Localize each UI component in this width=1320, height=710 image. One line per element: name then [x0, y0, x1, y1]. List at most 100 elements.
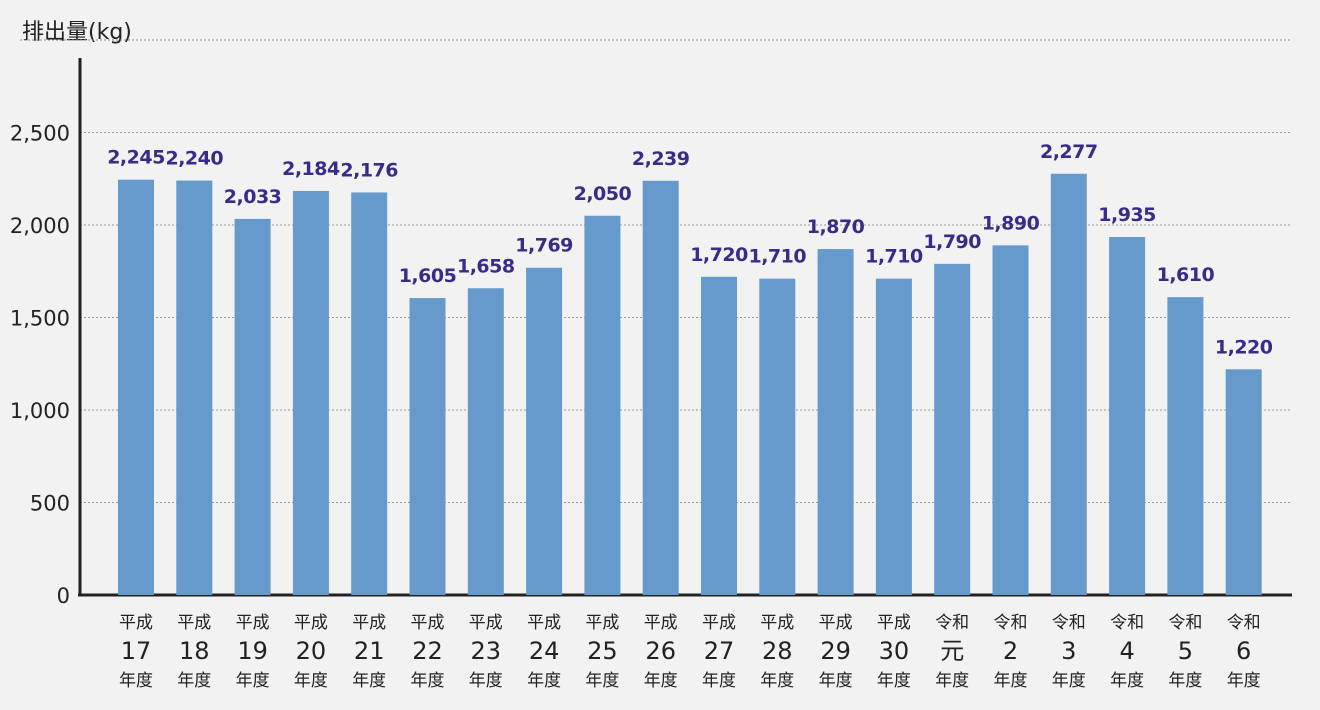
x-tick-label-year: 元	[940, 637, 964, 665]
bar	[701, 276, 737, 595]
bar	[1050, 173, 1087, 595]
x-tick-label-year: 29	[820, 637, 851, 665]
x-tick-label-suffix: 年度	[236, 671, 270, 691]
bar	[584, 215, 621, 595]
x-tick-label-suffix: 年度	[469, 671, 503, 691]
bar	[817, 249, 854, 596]
x-tick-label-year: 22	[412, 637, 443, 665]
x-tick-label-suffix: 年度	[994, 671, 1028, 691]
x-tick-label-year: 30	[879, 637, 910, 665]
x-tick-label-year: 23	[471, 637, 502, 665]
data-label: 2,239	[632, 148, 690, 170]
bar	[759, 278, 796, 595]
bar	[351, 192, 388, 595]
y-tick-label: 1,500	[10, 307, 70, 331]
x-tick-label-era: 平成	[644, 613, 678, 633]
x-tick-label-year: 17	[121, 637, 152, 665]
x-tick-label-era: 平成	[469, 613, 503, 633]
x-tick-label-suffix: 年度	[1227, 671, 1261, 691]
x-tick-label-suffix: 年度	[527, 671, 561, 691]
bar	[1167, 297, 1204, 595]
x-tick-label-year: 18	[179, 637, 210, 665]
x-tick-label-year: 4	[1119, 637, 1134, 665]
x-tick-label-suffix: 年度	[1168, 671, 1202, 691]
x-tick-label-suffix: 年度	[585, 671, 619, 691]
x-tick-label-era: 平成	[760, 613, 794, 633]
x-tick-label-year: 20	[296, 637, 327, 665]
x-tick-label-year: 5	[1178, 637, 1193, 665]
x-tick-label-year: 3	[1061, 637, 1076, 665]
bar	[875, 278, 912, 595]
data-label: 1,710	[865, 246, 923, 268]
x-tick-label-suffix: 年度	[644, 671, 678, 691]
data-label: 2,050	[574, 183, 632, 205]
data-label: 1,769	[515, 235, 573, 257]
bar	[234, 218, 271, 595]
data-label: 2,277	[1040, 141, 1098, 163]
x-tick-label-era: 平成	[352, 613, 386, 633]
x-tick-label-era: 令和	[1052, 613, 1086, 633]
x-tick-label-suffix: 年度	[411, 671, 445, 691]
bar	[176, 180, 213, 595]
x-tick-label-era: 令和	[1227, 613, 1261, 633]
x-tick-label-year: 24	[529, 637, 560, 665]
data-label: 1,658	[457, 255, 515, 277]
x-tick-label-suffix: 年度	[352, 671, 386, 691]
x-tick-label-suffix: 年度	[819, 671, 853, 691]
x-tick-label-era: 平成	[585, 613, 619, 633]
y-tick-label: 2,000	[10, 214, 70, 238]
data-label: 2,245	[107, 147, 165, 169]
x-tick-label-era: 令和	[935, 613, 969, 633]
x-tick-label-suffix: 年度	[877, 671, 911, 691]
x-tick-label-suffix: 年度	[760, 671, 794, 691]
x-tick-label-suffix: 年度	[119, 671, 153, 691]
x-tick-label-era: 平成	[527, 613, 561, 633]
x-tick-label-suffix: 年度	[294, 671, 328, 691]
x-tick-label-era: 平成	[411, 613, 445, 633]
bar	[1109, 237, 1146, 595]
data-label: 1,610	[1157, 264, 1215, 286]
data-label: 1,720	[690, 244, 748, 266]
x-tick-label-era: 平成	[702, 613, 736, 633]
data-label: 1,870	[807, 216, 865, 238]
bar	[992, 245, 1029, 595]
x-tick-label-era: 平成	[119, 613, 153, 633]
x-tick-label-era: 平成	[294, 613, 328, 633]
y-tick-label: 500	[30, 492, 70, 516]
y-tick-label: 2,500	[10, 122, 70, 146]
data-label: 2,176	[340, 159, 398, 181]
data-label: 1,790	[923, 231, 981, 253]
data-label: 1,890	[982, 212, 1040, 234]
bar	[642, 180, 679, 595]
x-tick-label-year: 6	[1236, 637, 1251, 665]
x-tick-label-suffix: 年度	[1052, 671, 1086, 691]
x-tick-label-suffix: 年度	[702, 671, 736, 691]
data-label: 2,033	[224, 186, 282, 208]
bar	[934, 263, 971, 595]
x-tick-label-era: 平成	[177, 613, 211, 633]
x-tick-label-suffix: 年度	[177, 671, 211, 691]
x-tick-label-era: 平成	[236, 613, 270, 633]
data-label: 2,240	[165, 148, 223, 170]
x-tick-label-era: 平成	[877, 613, 911, 633]
x-tick-label-suffix: 年度	[1110, 671, 1144, 691]
data-label: 1,710	[748, 246, 806, 268]
y-axis-title: 排出量(kg)	[22, 20, 132, 45]
x-tick-label-year: 28	[762, 637, 793, 665]
x-tick-label-year: 19	[237, 637, 268, 665]
bar	[526, 267, 563, 595]
data-label: 1,935	[1098, 204, 1156, 226]
data-label: 2,184	[282, 158, 340, 180]
data-label: 1,605	[399, 265, 457, 287]
x-tick-label-era: 令和	[1168, 613, 1202, 633]
bar	[1225, 369, 1262, 595]
x-tick-label-year: 25	[587, 637, 618, 665]
x-tick-label-suffix: 年度	[935, 671, 969, 691]
x-tick-label-year: 21	[354, 637, 385, 665]
x-tick-label-era: 平成	[819, 613, 853, 633]
x-tick-label-year: 26	[645, 637, 676, 665]
x-tick-label-year: 27	[704, 637, 735, 665]
x-tick-label-era: 令和	[994, 613, 1028, 633]
